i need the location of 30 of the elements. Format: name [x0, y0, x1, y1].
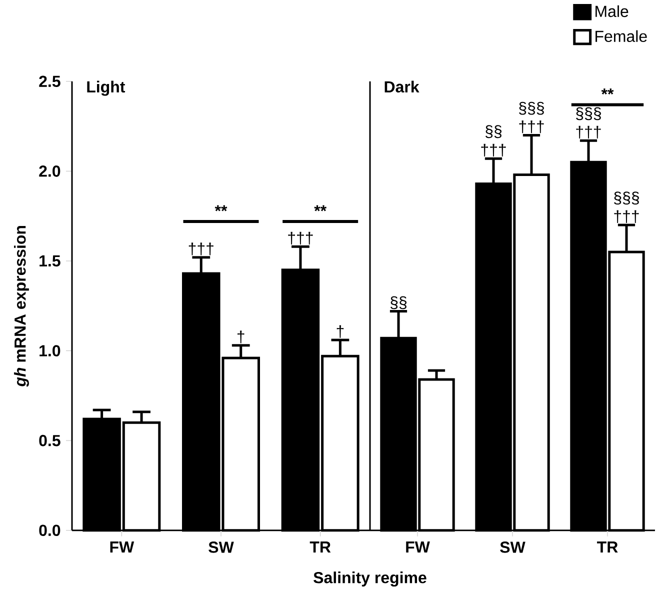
data-label: † [336, 325, 344, 338]
data-label: §§§ ††† [519, 102, 544, 133]
x-tick-label: FW [110, 541, 134, 552]
data-label: §§§ ††† [614, 191, 639, 223]
y-axis-title: gh mRNA expression [14, 226, 29, 387]
legend-label: Female [596, 30, 647, 42]
x-tick-label: SW [208, 541, 234, 553]
x-tick-label: FW [406, 541, 430, 552]
x-axis-title: Salinity regime [314, 571, 426, 586]
data-label: ††† [188, 242, 214, 256]
data-label: §§§ ††† [576, 107, 601, 138]
annotation: ** [601, 88, 614, 94]
y-tick-label: 0.0 [39, 524, 60, 536]
chart-title: Dark [384, 80, 420, 92]
data-label: §§ ††† [481, 125, 506, 156]
annotation: ** [214, 205, 228, 212]
legend-label: Male [596, 5, 628, 17]
y-tick-label: 1.5 [40, 255, 60, 266]
data-label: † [238, 330, 244, 344]
x-tick-label: SW [500, 541, 526, 553]
annotation: ** [314, 205, 327, 212]
x-tick-label: TR [597, 541, 618, 552]
y-tick-label: 0.5 [39, 434, 60, 446]
data-label: ††† [288, 232, 313, 244]
y-tick-label: 1.0 [40, 344, 60, 356]
y-tick-label: 2.0 [39, 165, 60, 177]
chart-title: Light [87, 80, 126, 96]
data-label: §§ [390, 296, 407, 309]
y-tick-label: 2.5 [39, 76, 60, 87]
x-tick-label: TR [310, 541, 331, 552]
